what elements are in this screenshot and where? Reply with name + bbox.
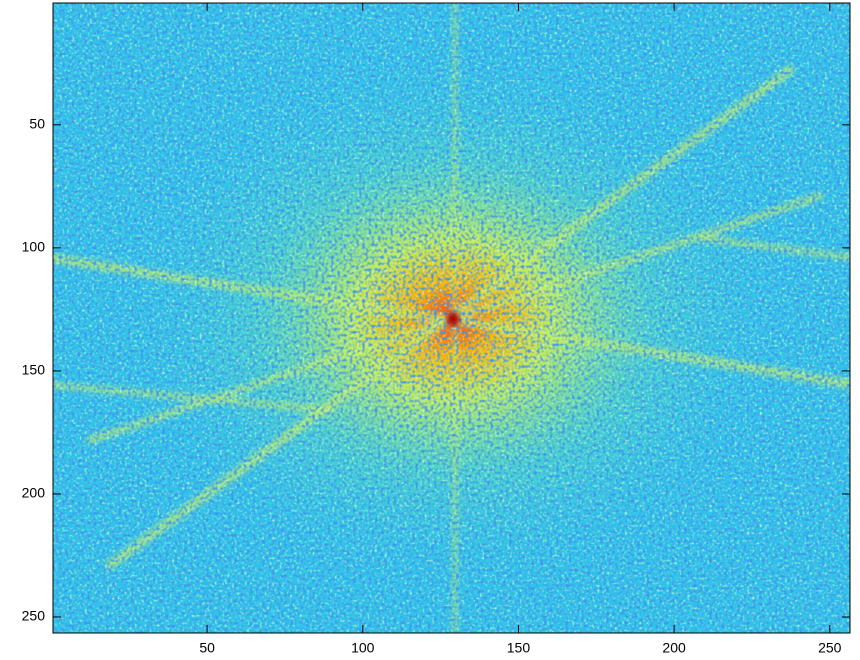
x-tick-label: 150 xyxy=(507,640,531,656)
x-tick-label: 100 xyxy=(351,640,375,656)
x-tick-label: 50 xyxy=(199,640,215,656)
x-tick-label: 200 xyxy=(662,640,686,656)
y-tick-label: 200 xyxy=(22,485,46,501)
axes-box xyxy=(52,2,851,634)
y-tick-label: 150 xyxy=(22,362,46,378)
spectrum-image xyxy=(53,3,850,633)
y-tick-label: 50 xyxy=(29,116,45,132)
y-tick-label: 100 xyxy=(22,239,46,255)
x-tick-label: 250 xyxy=(818,640,842,656)
y-tick-label: 250 xyxy=(22,608,46,624)
